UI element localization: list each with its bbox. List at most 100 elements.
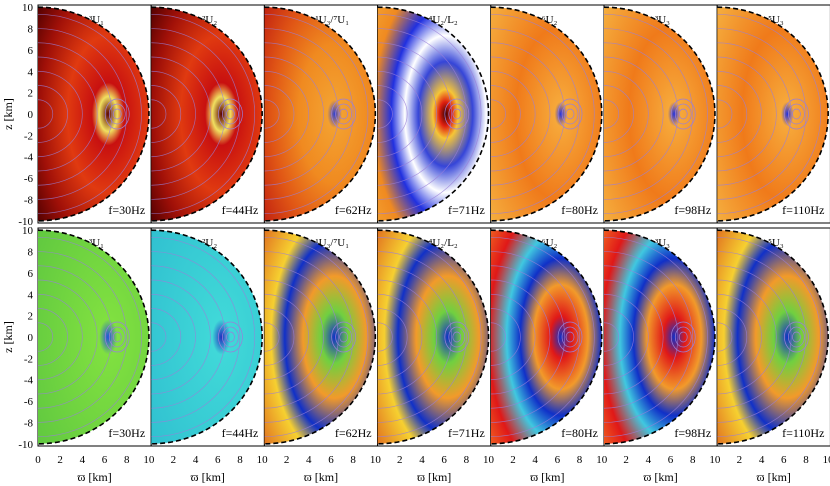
y-tick-label: -2 [24, 353, 33, 365]
frequency-label: f=80Hz [561, 203, 598, 217]
y-tick-label: 2 [28, 311, 34, 323]
mode-label: ⁶U₂ [542, 237, 558, 249]
contour-line [264, 236, 369, 438]
contour-line [604, 28, 694, 200]
x-tick-label: 10 [596, 454, 608, 466]
frequency-label: f=98Hz [674, 203, 711, 217]
y-axis-label: z [km] [1, 321, 15, 353]
torus-contour [565, 331, 575, 343]
stellar-surface [151, 229, 263, 445]
amplitude-panel-6: ³U₃ f=98Hz [603, 4, 718, 224]
contour-line [717, 293, 762, 381]
x-tick-label: 4 [759, 454, 765, 466]
torus-contour [452, 331, 462, 343]
frequency-label: f=110Hz [782, 426, 824, 440]
torus-contour [788, 103, 805, 125]
contour-line [264, 293, 310, 381]
contour-line [151, 56, 211, 172]
contour-line [604, 99, 620, 129]
contour-line [490, 13, 595, 215]
contour-line [264, 70, 310, 158]
y-tick-label: -2 [24, 130, 33, 142]
stellar-surface [37, 229, 150, 445]
torus-contour [108, 326, 126, 348]
torus-contour [335, 103, 352, 125]
stellar-surface [151, 6, 263, 222]
contour-line [490, 265, 565, 409]
contour-line [38, 56, 98, 172]
mode-label: ¹U₃/⁷U₁ [315, 237, 349, 249]
contour-line [264, 13, 369, 215]
y-tick-label: 10 [22, 2, 34, 14]
x-tick-label: 10 [370, 454, 382, 466]
amplitude-panel-7: ⁵U₃ f=110Hz [716, 4, 830, 224]
contour-line [264, 42, 339, 186]
contour-line [38, 28, 128, 200]
contour-line [604, 236, 708, 438]
x-tick-label: 2 [397, 454, 403, 466]
x-tick-label: 4 [646, 454, 652, 466]
torus-contour [561, 103, 579, 125]
x-axis-label: ϖ [km] [757, 470, 791, 484]
contour-line [264, 85, 295, 143]
contour-line [604, 265, 679, 409]
torus-contour [674, 103, 692, 125]
contour-line [264, 308, 295, 366]
contour-line [490, 279, 551, 395]
contour-line [717, 70, 762, 158]
contour-line [264, 265, 339, 409]
contour-line [264, 56, 324, 172]
contour-line [38, 265, 113, 409]
contour-line [490, 56, 551, 172]
contour-line [38, 85, 68, 143]
contour-line [604, 308, 634, 366]
contour-line [38, 322, 54, 352]
contour-line [490, 322, 506, 352]
frequency-label: f=98Hz [674, 426, 711, 440]
contour-line [377, 70, 423, 158]
torus-contour [222, 103, 239, 125]
contour-line [151, 251, 241, 423]
x-tick-label: 8 [237, 454, 243, 466]
torus-contour [104, 98, 130, 130]
contour-line [151, 13, 256, 215]
contour-line [38, 70, 83, 158]
mode-label: ⁵U₃ [768, 14, 784, 26]
stellar-surface [264, 6, 377, 222]
contour-line [377, 85, 408, 143]
torus-contour [670, 98, 696, 130]
torus-contour [557, 98, 583, 130]
contour-line [604, 322, 620, 352]
torus-contour [788, 326, 805, 348]
x-tick-label: 10 [483, 454, 495, 466]
frequency-label: f=30Hz [108, 203, 145, 217]
stellar-surface [717, 229, 829, 445]
x-tick-label: 6 [102, 454, 108, 466]
contour-line [151, 322, 167, 352]
x-tick-label: 6 [555, 454, 561, 466]
contour-line [38, 99, 54, 129]
contour-line [38, 293, 83, 381]
phase-panel-2: ²U₂ f=44Hz [150, 227, 265, 447]
x-tick-label: 6 [441, 454, 447, 466]
contour-line [151, 99, 167, 129]
torus-contour [331, 321, 356, 353]
contour-line [38, 236, 142, 438]
x-tick-label: 6 [328, 454, 334, 466]
x-tick-label: 6 [668, 454, 674, 466]
frequency-label: f=80Hz [561, 426, 598, 440]
contour-line [264, 322, 280, 352]
x-tick-label: 10 [257, 454, 269, 466]
contour-line [151, 308, 181, 366]
y-tick-label: 0 [28, 109, 34, 121]
stellar-surface [37, 6, 150, 222]
torus-contour [784, 98, 809, 130]
x-axis-label: ϖ [km] [77, 470, 111, 484]
mode-label: ⁴U₂/L₂ [429, 14, 458, 26]
torus-contour [335, 326, 352, 348]
x-axis-label: ϖ [km] [191, 470, 225, 484]
contour-line [38, 308, 68, 366]
torus-contour [108, 103, 126, 125]
stellar-surface [490, 229, 603, 445]
torus-contour [448, 103, 466, 125]
